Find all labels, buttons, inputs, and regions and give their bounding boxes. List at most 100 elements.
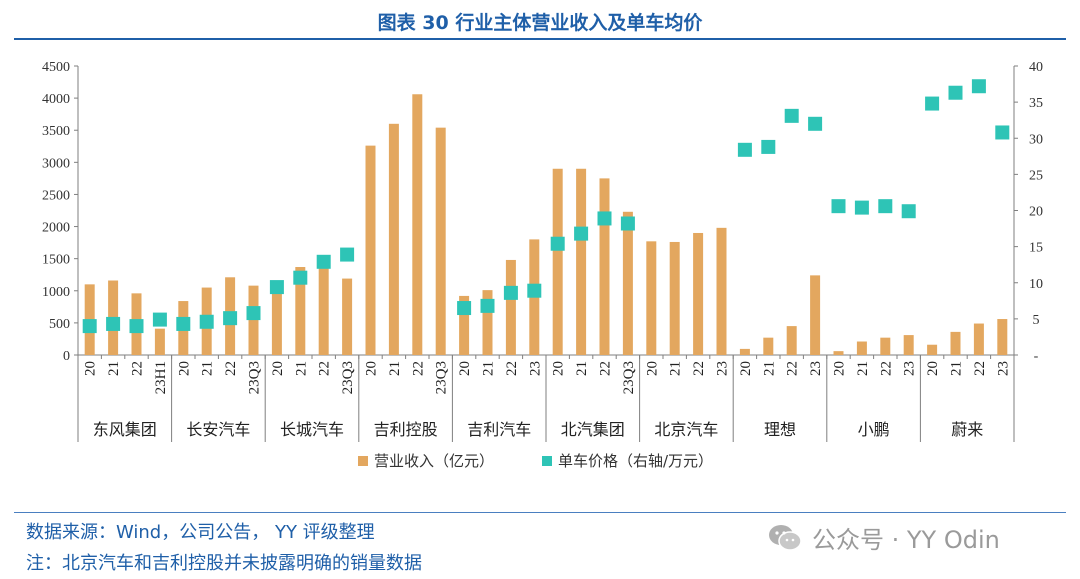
right-tick-label: 40 [1029,60,1043,75]
revenue-bar [622,211,633,355]
revenue-bar [997,319,1008,355]
price-point [925,96,940,111]
revenue-bar [833,351,844,355]
revenue-bar [693,232,704,355]
revenue-bar [763,337,774,355]
category-label: 21 [949,361,965,376]
price-point [269,280,284,295]
revenue-bar [412,94,423,355]
left-tick-label: 2000 [42,221,70,236]
category-label: 20 [83,361,99,376]
price-point [340,247,355,262]
price-point [293,270,308,285]
price-point [129,319,144,334]
revenue-bar [856,341,867,355]
price-point [82,319,97,334]
group-label: 蔚来 [951,420,983,439]
revenue-bar [318,266,329,355]
right-tick-label: 5 [1033,313,1040,328]
right-tick-label: 25 [1029,168,1043,183]
category-label: 21 [106,361,122,376]
category-label: 23H1 [153,361,169,394]
price-point [199,314,214,329]
price-point [808,116,823,131]
right-tick-label: 30 [1029,132,1043,147]
revenue-bar [973,323,984,355]
category-label: 20 [176,361,192,376]
price-point [527,283,542,298]
revenue-price-chart: 0 500 1000 1500 2000 2500 3000 3500 4000 4500 - 5 10… [42,60,1043,470]
category-label: 22 [785,361,801,376]
category-label: 22 [504,361,520,376]
revenue-bar [482,290,493,355]
revenue-bar [599,178,610,355]
right-tick-label: 15 [1029,241,1043,256]
price-point [761,139,776,154]
category-label: 20 [551,361,567,376]
price-point [597,211,612,226]
price-point [831,199,846,214]
revenue-bar [669,241,680,355]
price-point [106,316,121,331]
category-label: 21 [668,361,684,376]
category-label: 20 [832,361,848,376]
price-point [246,306,261,321]
price-point [503,285,518,300]
left-tick-label: 500 [49,317,70,332]
revenue-bar [552,168,563,355]
category-label: 23 [527,361,543,376]
group-label: 吉利控股 [374,420,438,439]
price-point [854,200,869,215]
left-tick-label: 3500 [42,124,70,139]
watermark-text: 公众号 · YY Odin [812,526,1000,554]
group-label: 长城汽车 [280,420,344,439]
group-label: 吉利汽车 [467,420,531,439]
category-label: 22 [317,361,333,376]
watermark: 公众号 · YY Odin [768,520,1000,555]
price-point [878,199,893,214]
category-label: 23Q3 [434,361,450,394]
revenue-bar [248,285,259,355]
price-point [457,301,472,316]
price-point [971,79,986,94]
category-label: 23 [902,361,918,376]
price-point [901,204,916,219]
labels-layer: 20 21 22 23H1 东风集团 20 21 22 23Q3 长安汽车 20 21 22 23Q3 长城… [83,361,1012,439]
price-point [176,316,191,331]
category-label: 22 [691,361,707,376]
category-label: 23Q3 [621,361,637,394]
left-tick-label: 4500 [42,60,70,75]
price-point [223,311,238,326]
revenue-bar [810,275,821,355]
category-label: 21 [574,361,590,376]
price-point [480,298,495,313]
price-point [550,236,565,251]
legend-label-price: 单车价格（右轴/万元） [558,452,713,470]
left-tick-label: 2500 [42,188,70,203]
left-tick-label: 0 [63,349,70,364]
category-label: 23 [995,361,1011,376]
category-label: 20 [364,361,380,376]
category-label: 21 [293,361,309,376]
category-label: 23 [715,361,731,376]
axes-layer: 0 500 1000 1500 2000 2500 3000 3500 4000 4500 - 5 10… [42,60,1043,442]
category-label: 20 [457,361,473,376]
group-label: 北汽集团 [561,420,625,439]
price-point [620,216,635,231]
wechat-icon [769,524,802,551]
revenue-bar [646,241,657,355]
footer-divider [14,512,1066,513]
group-label: 长安汽车 [186,420,250,439]
right-tick-label: - [1034,349,1039,364]
price-point [995,125,1010,140]
left-tick-label: 1500 [42,253,70,268]
category-label: 20 [270,361,286,376]
category-label: 21 [855,361,871,376]
category-label: 21 [481,361,497,376]
revenue-bar [927,344,938,355]
category-label: 23Q3 [340,361,356,394]
legend-label-revenue: 营业收入（亿元） [374,452,494,470]
title-divider [14,38,1066,40]
price-point [574,226,589,241]
price-point [737,142,752,157]
